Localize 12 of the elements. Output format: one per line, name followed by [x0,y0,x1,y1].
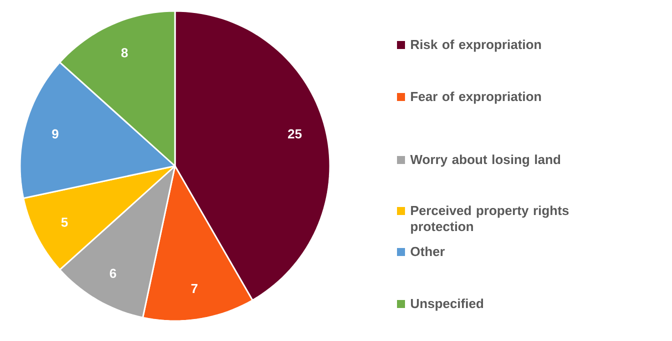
data-label: 25 [288,129,302,138]
legend-label: Worry about losing land [410,154,560,167]
data-label: 8 [121,48,128,58]
legend-label: Risk of expropriation [411,40,541,52]
data-label: 7 [191,284,198,293]
data-label: 5 [61,218,68,227]
legend-label: Other [410,246,445,256]
legend-label: Perceived property rights protection [411,206,569,234]
data-label: 6 [110,268,116,278]
data-label: 9 [52,129,58,138]
legend-label: Unspecified [410,298,484,311]
legend-label: Fear of expropriation [411,92,541,104]
